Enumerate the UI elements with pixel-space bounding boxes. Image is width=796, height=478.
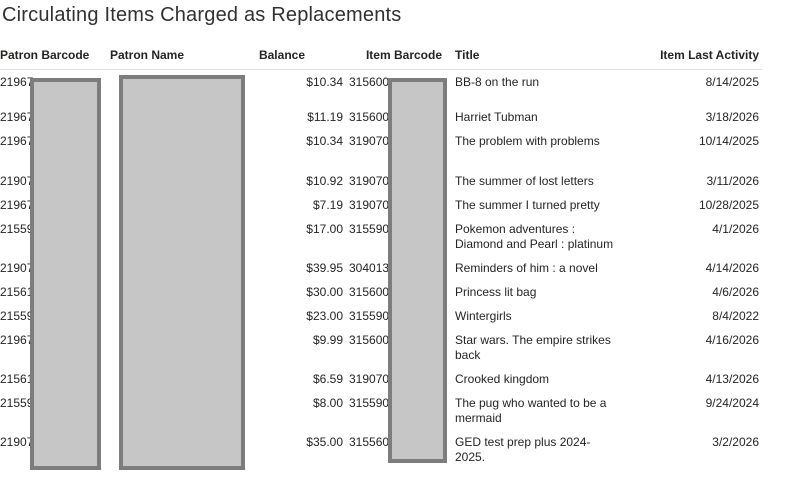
patron-barcode-cell: 21907 [0, 435, 34, 449]
table-row[interactable]: 21559 $23.00 315590 Wintergirls 8/4/2022 [0, 304, 762, 328]
table-row[interactable]: 21561 $30.00 315600 Princess lit bag 4/6… [0, 280, 762, 304]
item-barcode-cell: 315600 [349, 285, 390, 299]
patron-barcode-redaction-box [30, 78, 101, 470]
table-row[interactable]: 21967 $11.19 315600 Harriet Tubman 3/18/… [0, 105, 762, 129]
table-row[interactable]: 21907 $39.95 304013 Reminders of him : a… [0, 256, 762, 280]
item-last-activity-cell: 3/11/2026 [706, 174, 760, 188]
balance-cell: $30.00 [306, 285, 343, 299]
balance-cell: $9.99 [312, 333, 343, 347]
item-barcode-redaction-box [388, 78, 447, 463]
patron-barcode-cell: 21967 [0, 75, 34, 89]
balance-cell: $8.00 [312, 396, 343, 410]
title-cell: Reminders of him : a novel [455, 261, 598, 275]
column-header-item-last-activity[interactable]: Item Last Activity [660, 48, 759, 62]
table-row[interactable]: 21907 $10.92 319070 The summer of lost l… [0, 169, 762, 193]
table-row[interactable]: 21967 $9.99 315600 Star wars. The empire… [0, 328, 762, 367]
title-cell: Wintergirls [455, 309, 512, 323]
item-barcode-cell: 319070 [349, 198, 390, 212]
item-barcode-cell: 315560 [349, 435, 390, 449]
patron-barcode-cell: 21561 [0, 372, 34, 386]
balance-cell: $23.00 [306, 309, 343, 323]
balance-cell: $11.19 [307, 110, 343, 124]
patron-barcode-cell: 21907 [0, 261, 34, 275]
title-cell: Princess lit bag [455, 285, 537, 299]
item-last-activity-cell: 3/2/2026 [712, 435, 759, 449]
title-cell: Harriet Tubman [455, 110, 538, 124]
title-cell: The problem with problems [455, 134, 600, 148]
balance-cell: $17.00 [306, 222, 343, 236]
items-table: Patron Barcode Patron Name Balance Item … [0, 48, 762, 469]
item-last-activity-cell: 8/4/2022 [712, 309, 759, 323]
patron-barcode-cell: 21561 [0, 285, 34, 299]
item-barcode-cell: 319070 [349, 174, 390, 188]
balance-cell: $10.34 [306, 75, 343, 89]
item-barcode-cell: 315600 [349, 75, 390, 89]
title-cell: The summer I turned pretty [455, 198, 600, 212]
patron-name-redaction-box [119, 75, 245, 470]
table-row[interactable]: 21907 $35.00 315560 GED test prep plus 2… [0, 430, 762, 469]
item-last-activity-cell: 10/28/2025 [698, 198, 759, 212]
item-last-activity-cell: 4/13/2026 [705, 372, 759, 386]
column-header-balance[interactable]: Balance [258, 48, 305, 62]
item-last-activity-cell: 4/6/2026 [712, 285, 759, 299]
balance-cell: $35.00 [306, 435, 343, 449]
report-title: Circulating Items Charged as Replacement… [2, 4, 402, 26]
item-barcode-cell: 319070 [349, 372, 390, 386]
patron-barcode-cell: 21967 [0, 134, 34, 148]
balance-cell: $6.59 [312, 372, 343, 386]
table-row[interactable]: 21967 $10.34 319070 The problem with pro… [0, 129, 762, 169]
item-barcode-cell: 315600 [349, 333, 390, 347]
item-barcode-cell: 304013 [349, 261, 390, 275]
table-header-row: Patron Barcode Patron Name Balance Item … [0, 48, 762, 70]
title-cell: The pug who wanted to be a mermaid [455, 396, 607, 425]
item-last-activity-cell: 4/16/2026 [705, 333, 759, 347]
title-cell: Pokemon adventures : Diamond and Pearl :… [455, 222, 614, 251]
item-barcode-cell: 319070 [349, 134, 390, 148]
table-row[interactable]: 21561 $6.59 319070 Crooked kingdom 4/13/… [0, 367, 762, 391]
item-barcode-cell: 315600 [349, 110, 390, 124]
item-last-activity-cell: 10/14/2025 [698, 134, 759, 148]
column-header-item-barcode[interactable]: Item Barcode [365, 48, 442, 62]
item-barcode-cell: 315590 [349, 309, 390, 323]
item-last-activity-cell: 4/14/2026 [705, 261, 759, 275]
item-barcode-cell: 315590 [349, 396, 390, 410]
item-barcode-cell: 315590 [349, 222, 390, 236]
patron-barcode-cell: 21559 [0, 309, 34, 323]
column-header-patron-name[interactable]: Patron Name [110, 48, 185, 62]
item-last-activity-cell: 9/24/2024 [705, 396, 759, 410]
table-row[interactable]: 21559 $17.00 315590 Pokemon adventures :… [0, 217, 762, 256]
patron-barcode-cell: 21967 [0, 110, 34, 124]
title-cell: BB-8 on the run [455, 75, 540, 89]
table-row[interactable]: 21967 $7.19 319070 The summer I turned p… [0, 193, 762, 217]
title-cell: GED test prep plus 2024- 2025. [455, 435, 591, 464]
balance-cell: $10.92 [306, 174, 343, 188]
balance-cell: $7.19 [312, 198, 343, 212]
table-row[interactable]: 21967 $10.34 315600 BB-8 on the run 8/14… [0, 70, 762, 105]
table-body: 21967 $10.34 315600 BB-8 on the run 8/14… [0, 70, 762, 469]
patron-barcode-cell: 21967 [0, 198, 34, 212]
item-last-activity-cell: 3/18/2026 [705, 110, 759, 124]
item-last-activity-cell: 8/14/2025 [705, 75, 759, 89]
patron-barcode-cell: 21559 [0, 396, 34, 410]
title-cell: The summer of lost letters [455, 174, 594, 188]
table-row[interactable]: 21559 $8.00 315590 The pug who wanted to… [0, 391, 762, 430]
patron-barcode-cell: 21967 [0, 333, 34, 347]
title-cell: Crooked kingdom [455, 372, 550, 386]
patron-barcode-cell: 21559 [0, 222, 34, 236]
balance-cell: $39.95 [306, 261, 343, 275]
title-cell: Star wars. The empire strikes back [455, 333, 611, 362]
column-header-patron-barcode[interactable]: Patron Barcode [0, 48, 90, 62]
item-last-activity-cell: 4/1/2026 [712, 222, 759, 236]
column-header-title[interactable]: Title [455, 48, 480, 62]
balance-cell: $10.34 [306, 134, 343, 148]
patron-barcode-cell: 21907 [0, 174, 34, 188]
